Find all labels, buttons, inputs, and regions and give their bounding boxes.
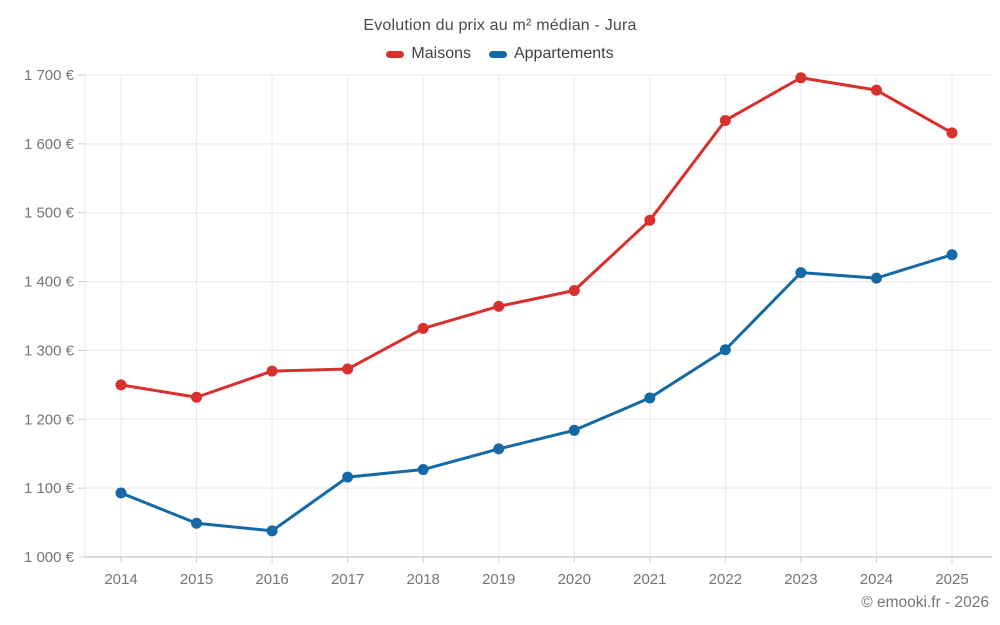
legend-item-appartements[interactable]: Appartements <box>488 45 614 63</box>
data-point-maisons-2014[interactable] <box>115 379 127 391</box>
data-point-appartements-2014[interactable] <box>115 487 127 499</box>
x-axis-label: 2017 <box>331 571 364 588</box>
x-axis-label: 2015 <box>180 571 213 588</box>
x-axis-label: 2016 <box>255 571 288 588</box>
data-point-appartements-2015[interactable] <box>191 517 203 529</box>
data-point-maisons-2022[interactable] <box>719 114 731 126</box>
data-point-maisons-2019[interactable] <box>493 300 505 312</box>
data-point-appartements-2025[interactable] <box>946 249 958 261</box>
data-point-appartements-2019[interactable] <box>493 443 505 455</box>
data-point-appartements-2022[interactable] <box>719 344 731 356</box>
y-axis-label: 1 000 € <box>24 549 75 566</box>
x-axis-label: 2021 <box>633 571 666 588</box>
data-point-appartements-2020[interactable] <box>568 424 580 436</box>
y-axis-label: 1 500 € <box>24 205 75 222</box>
x-axis-label: 2020 <box>558 571 591 588</box>
y-axis-label: 1 600 € <box>24 136 75 153</box>
legend-label: Appartements <box>513 45 614 62</box>
data-point-appartements-2018[interactable] <box>417 464 429 476</box>
data-point-appartements-2023[interactable] <box>795 267 807 279</box>
data-point-appartements-2016[interactable] <box>266 525 278 537</box>
legend-item-maisons[interactable]: Maisons <box>386 45 471 63</box>
data-point-maisons-2015[interactable] <box>191 391 203 403</box>
data-point-maisons-2017[interactable] <box>342 363 354 375</box>
chart-title: Evolution du prix au m² médian - Jura <box>363 17 637 34</box>
legend-label: Maisons <box>411 45 471 62</box>
x-axis-label: 2023 <box>784 571 817 588</box>
y-axis-label: 1 400 € <box>24 274 75 291</box>
y-axis-label: 1 300 € <box>24 342 75 359</box>
x-axis-label: 2025 <box>935 571 968 588</box>
data-point-maisons-2025[interactable] <box>946 127 958 139</box>
x-axis-label: 2018 <box>406 571 439 588</box>
copyright-watermark: © emooki.fr - 2026 <box>861 594 989 611</box>
x-axis-label: 2019 <box>482 571 515 588</box>
y-axis-label: 1 200 € <box>24 411 75 428</box>
legend-swatch-appartements <box>488 50 507 58</box>
legend: Maisons Appartements <box>0 45 1000 63</box>
y-axis-label: 1 100 € <box>24 480 75 497</box>
data-point-maisons-2016[interactable] <box>266 365 278 377</box>
x-axis-label: 2014 <box>104 571 137 588</box>
data-point-maisons-2018[interactable] <box>417 322 429 334</box>
data-point-appartements-2017[interactable] <box>342 471 354 483</box>
x-axis-label: 2024 <box>860 571 893 588</box>
data-point-maisons-2024[interactable] <box>870 84 882 96</box>
series-line-maisons <box>119 76 954 399</box>
series-line-appartements <box>119 253 954 533</box>
data-point-maisons-2023[interactable] <box>795 72 807 84</box>
data-point-maisons-2020[interactable] <box>568 285 580 297</box>
data-point-appartements-2024[interactable] <box>870 272 882 284</box>
data-point-maisons-2021[interactable] <box>644 214 656 226</box>
data-point-appartements-2021[interactable] <box>644 392 656 404</box>
y-axis-label: 1 700 € <box>24 67 75 84</box>
x-axis-label: 2022 <box>709 571 742 588</box>
legend-swatch-maisons <box>386 50 405 58</box>
